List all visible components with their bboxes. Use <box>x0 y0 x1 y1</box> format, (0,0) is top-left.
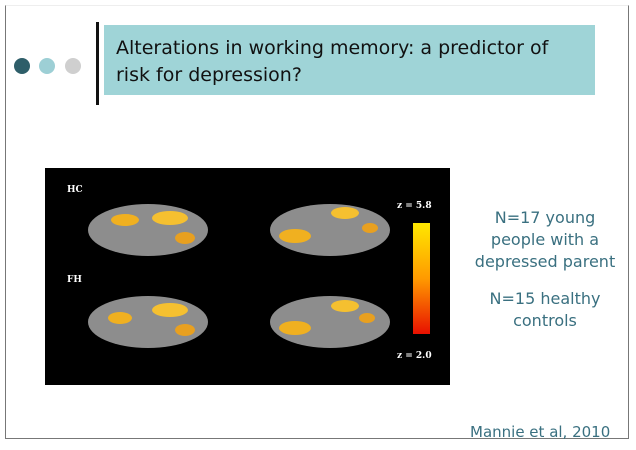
divider <box>96 22 99 105</box>
color-bar <box>413 223 430 334</box>
brain <box>88 204 208 256</box>
note: N=15 healthy controls <box>489 289 601 330</box>
citation: Mannie et al, 2010 <box>470 423 611 441</box>
group-label: FH <box>67 275 82 285</box>
brain-figure: HC FH z = 5.8 z = 2.0 <box>45 168 450 385</box>
note: N=17 young people with a depressed paren… <box>474 208 616 271</box>
scale-max: z = 5.8 <box>397 201 432 211</box>
dot <box>65 58 81 74</box>
dot <box>39 58 55 74</box>
brain <box>270 204 390 256</box>
figure-background <box>45 168 450 385</box>
dot <box>14 58 30 74</box>
slide-frame <box>5 5 629 439</box>
slide-title: Alterations in working memory: a predict… <box>104 25 595 95</box>
brain <box>270 296 390 348</box>
brain <box>88 296 208 348</box>
group-label: HC <box>67 185 83 195</box>
scale-min: z = 2.0 <box>397 351 432 361</box>
